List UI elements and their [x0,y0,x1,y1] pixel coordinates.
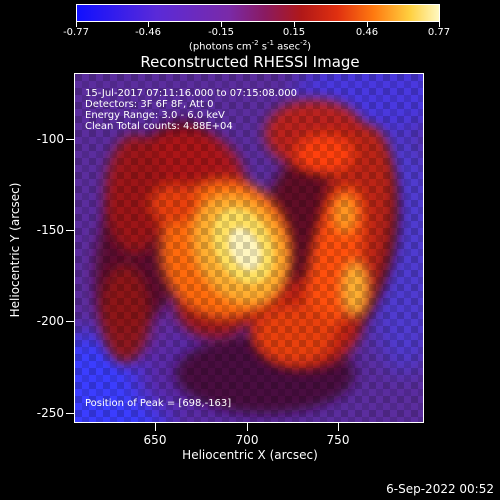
colorbar-units: (photons cm-2 s-1 asec-2) [188,39,312,53]
y-axis-tick-label: -200 [36,314,64,328]
x-axis-tick [247,423,248,431]
annotation-time-range: 15-Jul-2017 07:11:16.000 to 07:15:08.000 [85,88,297,99]
colorbar-tick [367,22,368,27]
colorbar-tick-label: -0.77 [63,27,89,38]
colorbar-tick-label: 0.77 [427,27,451,38]
colorbar [76,4,440,22]
colorbar-tick-label: 0.15 [282,27,306,38]
colorbar-tick [76,22,77,27]
colorbar-tick [439,22,440,27]
y-axis-tick [66,413,74,414]
rhessi-image: 15-Jul-2017 07:11:16.000 to 07:15:08.000… [74,73,424,423]
annotation-peak-position: Position of Peak = [698,-163] [85,398,232,409]
annotation-detectors: Detectors: 3F 6F 8F, Att 0 [85,99,214,110]
image-title: Reconstructed RHESSI Image [140,53,360,71]
colorbar-tick [294,22,295,27]
y-axis-title: Heliocentric Y (arcsec) [8,182,22,318]
y-axis-tick-label: -150 [36,223,64,237]
x-axis-tick-label: 650 [143,433,167,447]
x-axis-title: Heliocentric X (arcsec) [182,448,318,462]
colorbar-tick-label: -0.15 [208,27,234,38]
y-axis-tick-label: -250 [36,406,64,420]
annotation-clean: Clean Total counts: 4.88E+04 [85,121,233,132]
y-axis-tick [66,230,74,231]
y-axis-tick [66,139,74,140]
colorbar-tick-label: -0.46 [135,27,161,38]
datestamp: 6-Sep-2022 00:52 [386,482,494,496]
x-axis-tick-label: 750 [326,433,350,447]
y-axis-tick [66,321,74,322]
y-axis-tick-label: -100 [36,132,64,146]
colorbar-tick [148,22,149,27]
x-axis-tick [155,423,156,431]
x-axis-tick-label: 700 [235,433,259,447]
colorbar-tick [221,22,222,27]
x-axis-tick [338,423,339,431]
colorbar-tick-label: 0.46 [355,27,379,38]
annotation-energy: Energy Range: 3.0 - 6.0 keV [85,110,225,121]
